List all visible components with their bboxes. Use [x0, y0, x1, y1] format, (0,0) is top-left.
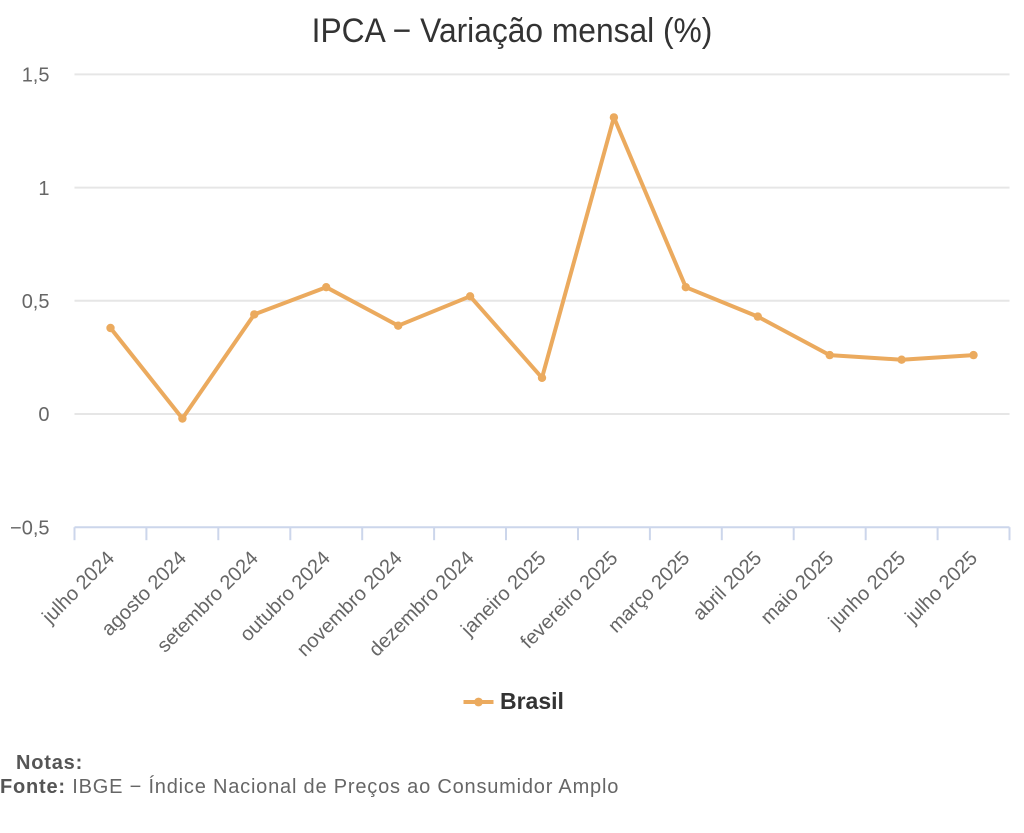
svg-text:Fonte: IBGE − Índice Nacional: Fonte: IBGE − Índice Nacional de Preços …: [0, 775, 619, 798]
svg-text:Notas:: Notas:: [16, 752, 83, 774]
svg-text:Brasil: Brasil: [500, 688, 564, 714]
svg-text:0,5: 0,5: [22, 291, 50, 313]
svg-text:IPCA − Variação mensal (%): IPCA − Variação mensal (%): [312, 11, 713, 49]
svg-text:−0,5: −0,5: [10, 517, 49, 539]
svg-text:1: 1: [38, 178, 49, 200]
svg-text:1,5: 1,5: [22, 65, 50, 87]
svg-text:0: 0: [38, 404, 49, 426]
